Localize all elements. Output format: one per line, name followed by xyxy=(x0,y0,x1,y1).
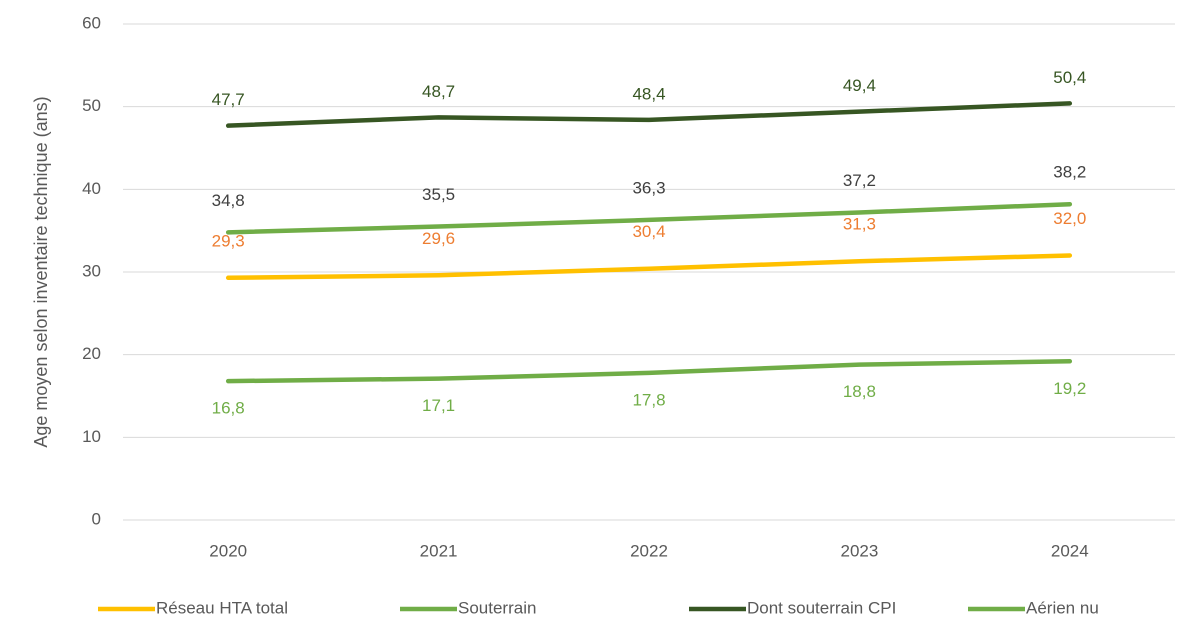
data-label: 47,7 xyxy=(212,90,245,109)
legend-label: Dont souterrain CPI xyxy=(747,598,896,617)
series-line xyxy=(225,101,1073,128)
x-tick-label: 2023 xyxy=(840,541,878,560)
y-tick-label: 10 xyxy=(82,427,101,446)
data-label: 17,1 xyxy=(422,396,455,415)
series-line xyxy=(225,359,1073,384)
y-axis-label: Age moyen selon inventaire technique (an… xyxy=(31,96,51,447)
data-label: 17,8 xyxy=(632,390,665,409)
x-tick-label: 2020 xyxy=(209,541,247,560)
data-label: 50,4 xyxy=(1053,68,1086,87)
y-tick-label: 20 xyxy=(82,344,101,363)
data-label: 49,4 xyxy=(843,76,876,95)
y-tick-label: 40 xyxy=(82,179,101,198)
data-label: 36,3 xyxy=(632,178,665,197)
data-label: 34,8 xyxy=(212,191,245,210)
data-label: 16,8 xyxy=(212,399,245,418)
data-label: 31,3 xyxy=(843,215,876,234)
data-label: 30,4 xyxy=(632,222,665,241)
x-tick-label: 2024 xyxy=(1051,541,1089,560)
x-tick-label: 2021 xyxy=(420,541,458,560)
data-label: 18,8 xyxy=(843,382,876,401)
data-label: 29,3 xyxy=(212,231,245,250)
data-label: 35,5 xyxy=(422,185,455,204)
data-label: 48,7 xyxy=(422,82,455,101)
legend-label: Réseau HTA total xyxy=(156,598,288,617)
data-label: 37,2 xyxy=(843,171,876,190)
x-tick-label: 2022 xyxy=(630,541,668,560)
legend-label: Souterrain xyxy=(458,598,536,617)
y-tick-label: 50 xyxy=(82,96,101,115)
data-label: 32,0 xyxy=(1053,209,1086,228)
y-tick-label: 60 xyxy=(82,13,101,32)
series-line xyxy=(225,201,1073,235)
data-label: 19,2 xyxy=(1053,379,1086,398)
y-tick-label: 0 xyxy=(92,509,101,528)
data-label: 29,6 xyxy=(422,229,455,248)
series-line xyxy=(225,253,1073,281)
y-tick-label: 30 xyxy=(82,261,101,280)
legend-label: Aérien nu xyxy=(1026,598,1099,617)
data-label: 38,2 xyxy=(1053,163,1086,182)
data-label: 48,4 xyxy=(632,84,665,103)
